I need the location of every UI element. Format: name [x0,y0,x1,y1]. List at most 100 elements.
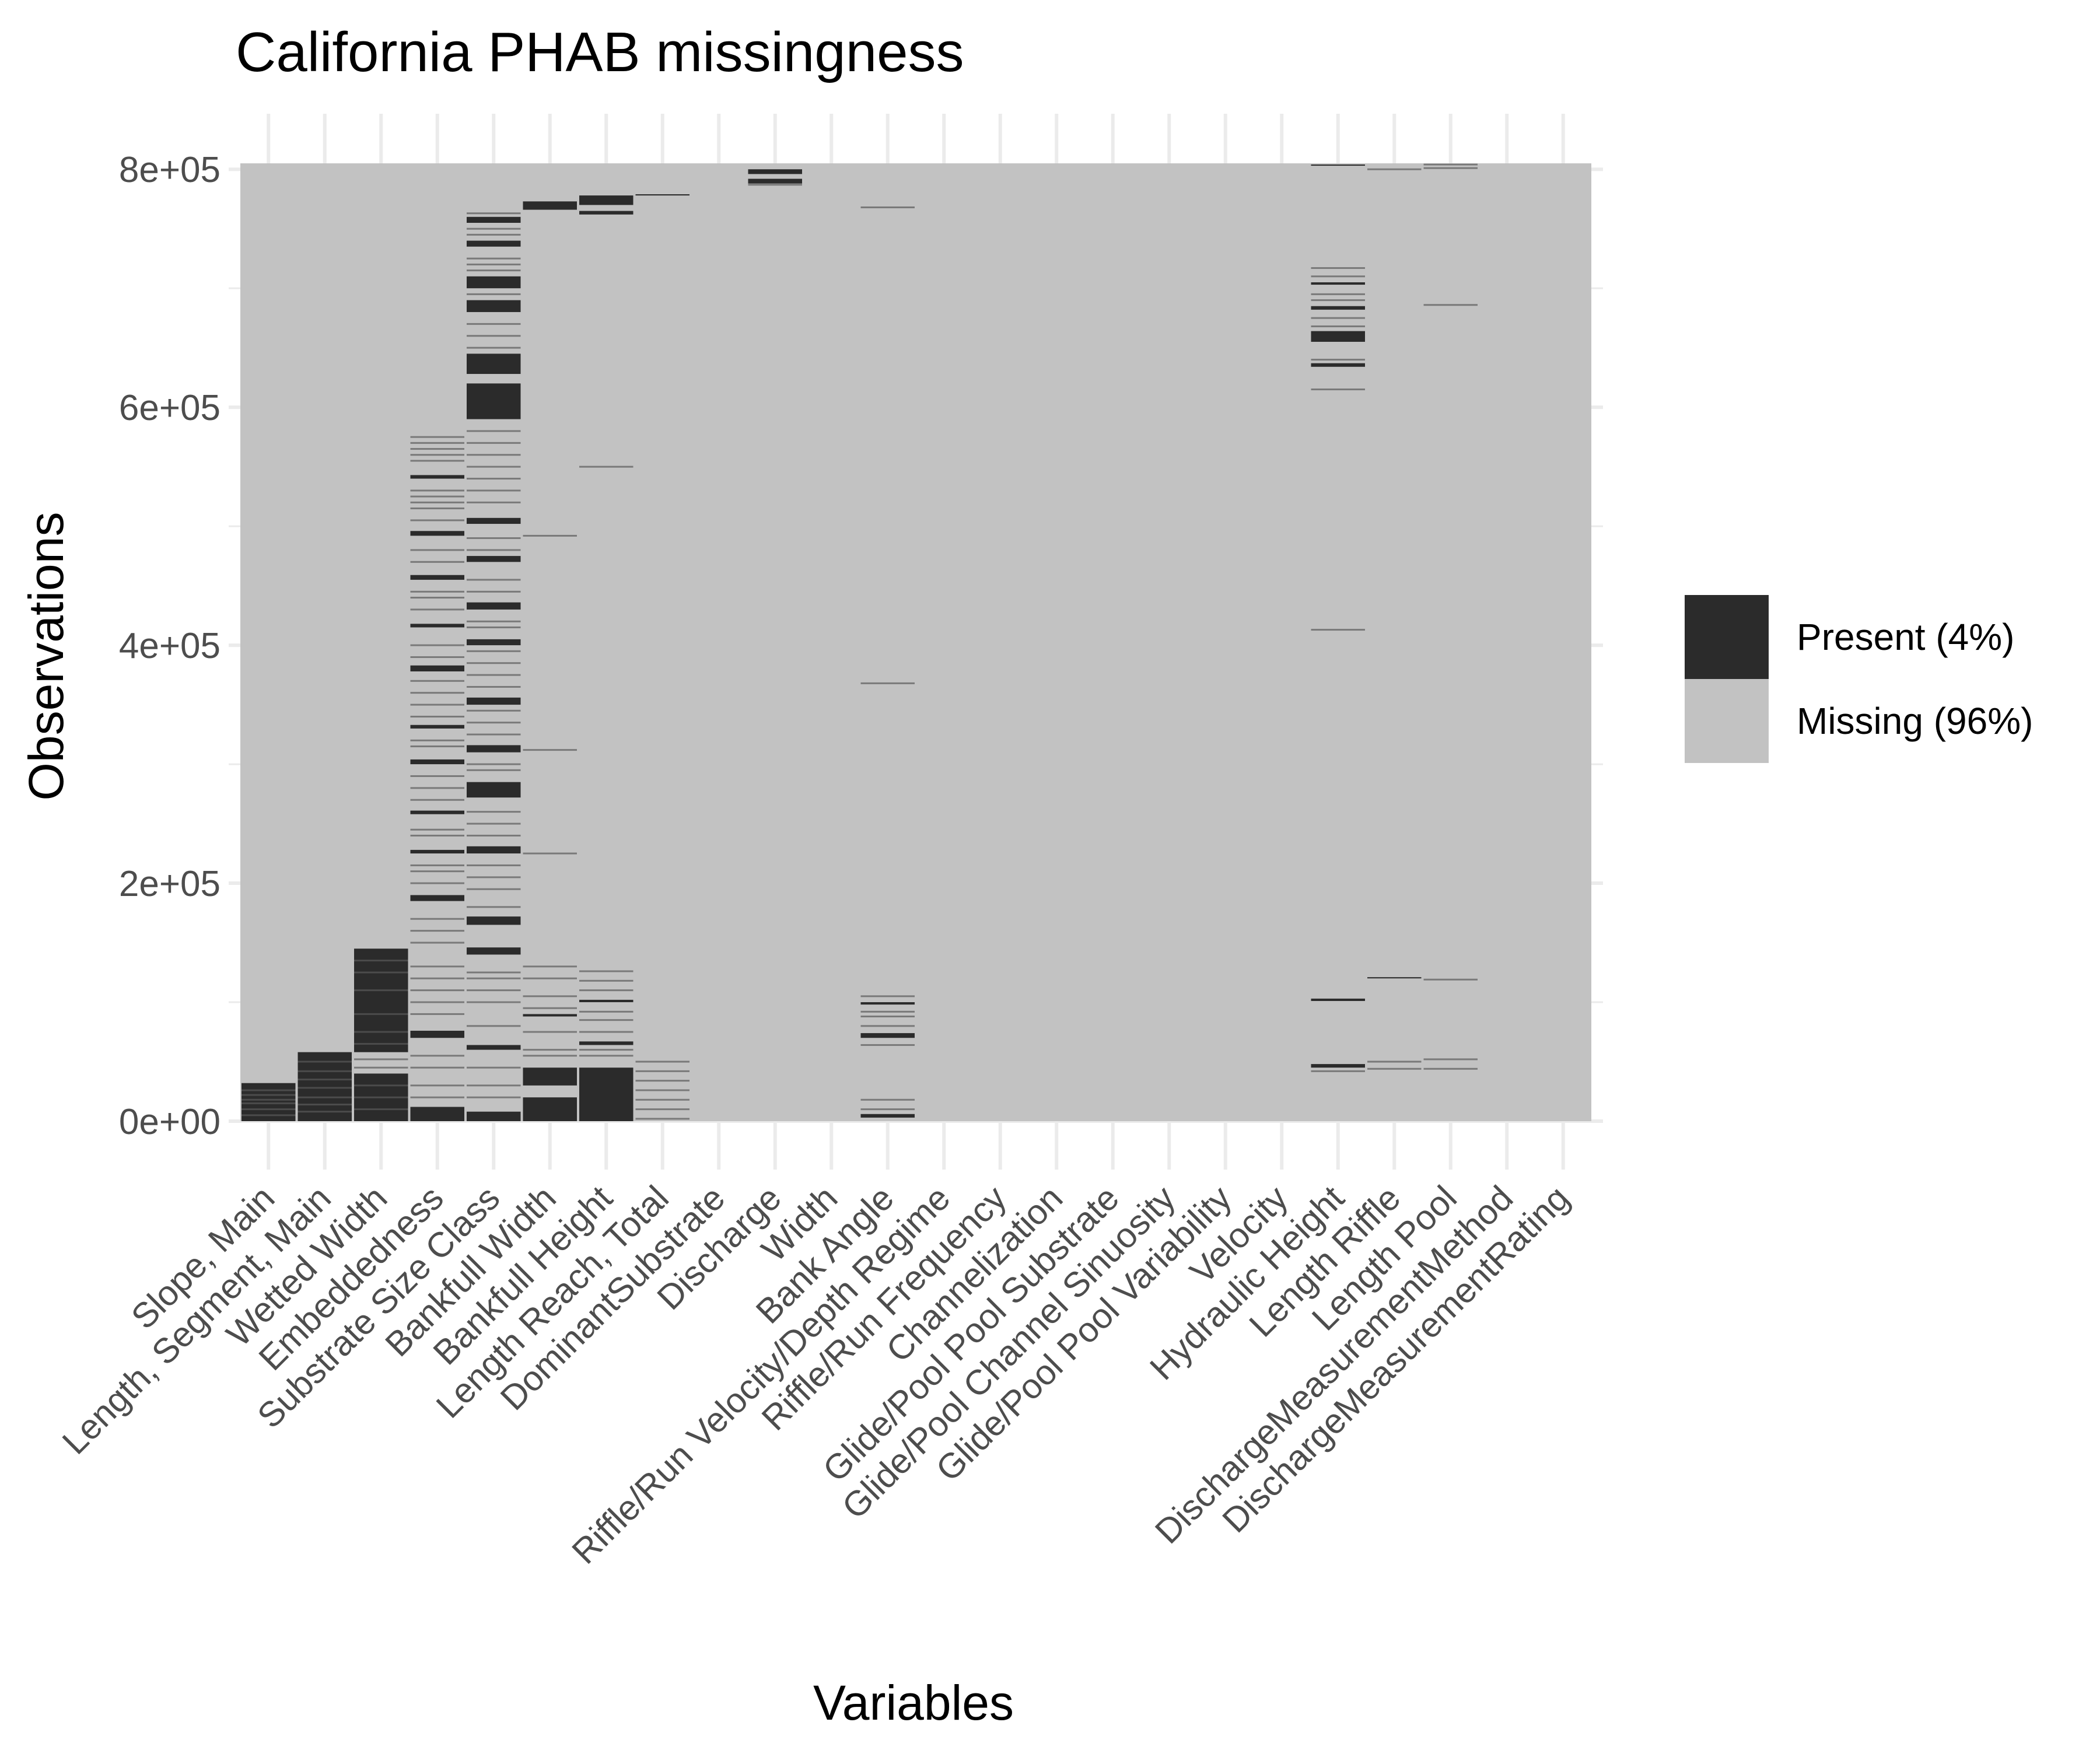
chart-title: California PHAB missingness [236,21,964,83]
present-line [579,1049,634,1051]
present-block [860,1114,915,1118]
present-line [410,965,464,968]
present-line [635,1118,690,1120]
present-line [467,257,521,260]
present-line [523,995,577,998]
present-line [467,263,521,265]
present-line [860,206,915,208]
present-line [354,1042,408,1045]
present-line [410,495,464,498]
present-line [523,1007,577,1009]
present-line [467,1025,521,1027]
y-tick-label: 2e+05 [119,864,220,904]
present-block [354,949,408,1052]
present-block [748,169,802,174]
present-line [410,1013,464,1015]
present-line [298,1103,352,1105]
present-block [523,1068,577,1086]
present-line [467,1001,521,1003]
present-line [298,1096,352,1098]
present-block [523,1014,577,1017]
present-line [410,519,464,522]
y-tick-label: 0e+00 [119,1102,220,1142]
present-line [410,597,464,599]
present-block [410,724,464,729]
present-line [354,989,408,992]
present-block [579,999,634,1003]
present-line [354,1096,408,1098]
present-line [467,466,521,468]
present-line [579,1031,634,1033]
present-line [523,1031,577,1033]
present-line [860,1016,915,1018]
present-line [467,537,521,540]
present-line [579,989,634,992]
present-line [298,1079,352,1081]
present-line [748,184,802,186]
present-line [467,674,521,676]
present-block [467,517,521,524]
present-line [467,346,521,349]
present-line [860,1108,915,1111]
present-block [467,745,521,752]
present-line [579,970,634,972]
present-line [410,448,464,450]
present-line [860,1010,915,1013]
x-axis-title: Variables [813,1675,1014,1730]
present-block [467,1111,521,1121]
present-line [579,466,634,468]
column-6 [579,195,634,1121]
present-line [1367,1068,1422,1070]
present-block [410,665,464,671]
present-block [467,556,521,562]
present-line [354,1058,408,1060]
present-line [635,1089,690,1091]
present-line [354,971,408,974]
present-line [523,852,577,855]
present-block [748,178,802,184]
present-line [1423,1058,1478,1060]
present-line [860,1098,915,1101]
present-line [410,1001,464,1003]
present-line [410,715,464,718]
present-line [467,864,521,866]
present-line [467,822,521,825]
present-line [467,489,521,492]
present-line [523,977,577,979]
present-line [1367,1060,1422,1063]
present-line [467,233,521,236]
column-3 [410,436,464,1121]
present-line [410,590,464,593]
present-block [1367,977,1422,979]
column-19 [1311,164,1365,1072]
present-line [467,1096,521,1098]
present-line [467,888,521,890]
present-line [410,942,464,944]
present-line [467,579,521,581]
present-block [467,782,521,798]
present-line [467,722,521,724]
present-line [410,918,464,920]
present-line [410,1096,464,1098]
present-line [467,733,521,736]
present-block [1311,363,1365,367]
present-line [410,460,464,462]
present-line [1311,299,1365,302]
present-line [1423,304,1478,306]
present-line [860,995,915,998]
present-line [298,1060,352,1063]
present-line [1311,1070,1365,1072]
present-block [467,846,521,854]
present-line [860,682,915,684]
present-line [467,989,521,992]
present-line [635,1070,690,1072]
present-line [298,1070,352,1072]
present-line [410,680,464,682]
present-line [410,704,464,706]
present-block [467,383,521,419]
column-7 [635,194,690,1120]
present-line [579,1055,634,1057]
present-line [523,1055,577,1057]
present-block [467,602,521,610]
